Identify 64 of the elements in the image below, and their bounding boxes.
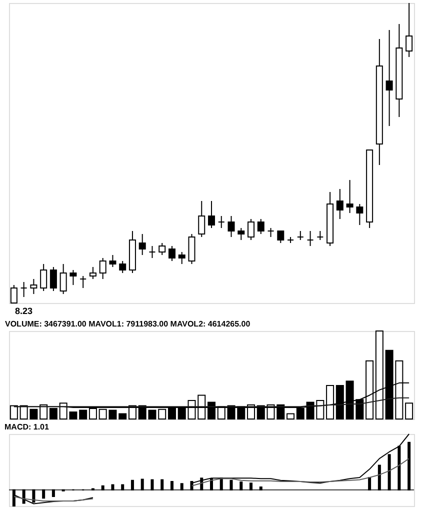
candlestick	[138, 234, 146, 256]
candlestick	[257, 218, 264, 234]
bar	[388, 454, 391, 490]
bar	[398, 446, 401, 490]
candlestick	[168, 246, 176, 262]
bar	[259, 486, 262, 490]
candlestick	[40, 264, 48, 292]
candlestick	[208, 200, 215, 228]
candlestick	[30, 278, 38, 294]
bar	[286, 413, 295, 420]
candlestick	[336, 188, 344, 220]
bar	[368, 477, 372, 490]
candlestick	[356, 204, 364, 226]
candlestick	[248, 218, 255, 240]
bar	[160, 479, 164, 490]
candlestick	[346, 180, 354, 214]
candlestick	[80, 276, 87, 288]
bar	[121, 484, 124, 490]
bar	[10, 405, 18, 420]
bar	[180, 483, 184, 490]
candlestick	[158, 242, 166, 256]
candlestick	[178, 252, 186, 264]
candlestick	[60, 264, 67, 294]
bar	[42, 489, 46, 499]
bar	[140, 478, 144, 490]
bar	[52, 489, 55, 498]
candlestick	[218, 216, 225, 228]
bar	[220, 478, 223, 490]
bar	[130, 480, 134, 490]
bar	[230, 480, 233, 490]
candlestick	[70, 270, 77, 286]
candlestick	[306, 230, 314, 246]
text: 8.23	[15, 306, 33, 316]
bar	[40, 404, 48, 420]
chart-title: VOLUME: 3467391.00 MAVOL1: 7911983.00 MAVOL2: 4614265.00	[5, 320, 251, 328]
candlestick	[277, 230, 284, 244]
candlestick	[89, 266, 96, 280]
bar	[101, 485, 104, 490]
candlestick	[228, 216, 235, 238]
candlestick	[109, 254, 116, 268]
candlestick	[406, 2, 413, 58]
bar	[408, 442, 411, 490]
bar	[250, 482, 253, 490]
candlestick	[198, 200, 206, 238]
candlestick	[238, 228, 245, 240]
candlestick	[386, 30, 393, 126]
bar	[170, 480, 174, 490]
bar	[118, 413, 127, 420]
candlestick	[50, 266, 57, 292]
candlestick	[10, 284, 18, 304]
candlestick	[188, 234, 196, 264]
bar	[190, 480, 194, 490]
bar	[405, 402, 414, 420]
candlestick	[119, 260, 126, 274]
bar	[210, 478, 213, 490]
bar	[49, 408, 58, 420]
candlestick	[99, 258, 106, 280]
bar	[150, 479, 154, 490]
bar	[111, 484, 114, 490]
candlestick	[148, 246, 156, 258]
bar	[378, 464, 381, 490]
candlestick	[20, 282, 28, 298]
chart-title: MACD: 1.01	[4, 422, 50, 432]
bar	[240, 482, 243, 490]
